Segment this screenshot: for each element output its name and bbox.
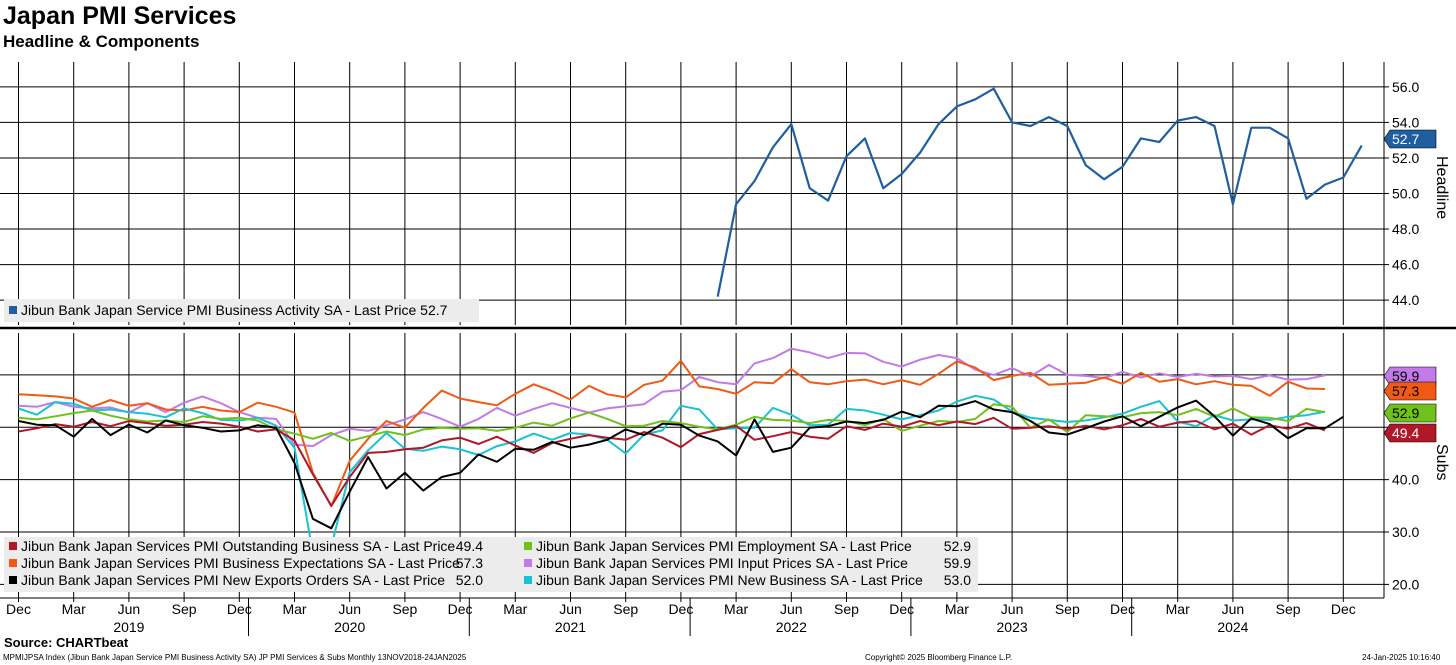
bottom-legend-text: Jibun Bank Japan Services PMI Input Pric… <box>536 555 908 571</box>
x-month-label: Mar <box>945 601 969 617</box>
employment-last-tag-text: 52.9 <box>1392 405 1419 421</box>
bottom-legend-text: Jibun Bank Japan Services PMI Business E… <box>21 555 460 571</box>
top-ytick-label: 54.0 <box>1392 114 1419 130</box>
top-ytick-label: 46.0 <box>1392 257 1419 273</box>
bottom-ytick-label: 30.0 <box>1392 524 1419 540</box>
bottom-legend-text: Jibun Bank Japan Services PMI New Export… <box>21 572 445 588</box>
bottom-legend-value: 52.9 <box>944 538 971 554</box>
x-month-label: Sep <box>172 601 197 617</box>
footer-copyright: Copyright© 2025 Bloomberg Finance L.P. <box>865 653 1013 662</box>
x-month-label: Dec <box>889 601 914 617</box>
x-month-label: Mar <box>62 601 86 617</box>
bottom-axis-title: Subs <box>1433 444 1450 480</box>
x-year-label: 2021 <box>555 619 586 635</box>
x-month-label: Dec <box>668 601 693 617</box>
x-month-label: Dec <box>1331 601 1356 617</box>
x-month-label: Mar <box>1166 601 1190 617</box>
last-value-tags: 52.7 59.957.3 52.9 49.4 <box>1383 129 1437 443</box>
bottom-ytick-label: 40.0 <box>1392 472 1419 488</box>
bottom-panel-series <box>18 347 1344 555</box>
x-month-label: Dec <box>1110 601 1135 617</box>
top-panel-grid <box>0 62 1384 325</box>
top-ytick-label: 44.0 <box>1392 292 1419 308</box>
bottom-legend-swatch <box>9 559 17 567</box>
top-ytick-label: 52.0 <box>1392 150 1419 166</box>
x-month-label: Sep <box>613 601 638 617</box>
bottom-legend-swatch <box>9 576 17 584</box>
top-ytick-label: 48.0 <box>1392 221 1419 237</box>
expectations-last-tag-box <box>1383 381 1437 401</box>
x-month-label: Sep <box>392 601 417 617</box>
bottom-legend-value: 52.0 <box>456 572 483 588</box>
x-year-label: 2022 <box>776 619 807 635</box>
bottom-legend-swatch <box>524 542 532 550</box>
bottom-legend-text: Jibun Bank Japan Services PMI New Busine… <box>536 572 923 588</box>
bottom-legend-value: 53.0 <box>944 572 971 588</box>
bottom-legend-swatch <box>524 559 532 567</box>
top-legend-text: Jibun Bank Japan Service PMI Business Ac… <box>21 302 448 318</box>
bottom-legend-text: Jibun Bank Japan Services PMI Employment… <box>536 538 912 554</box>
top-ytick-label: 56.0 <box>1392 79 1419 95</box>
outstanding-last-tag-text: 49.4 <box>1392 425 1419 441</box>
source-note: Source: CHARTbeat <box>4 635 129 650</box>
input-prices-last-tag-text: 59.9 <box>1392 368 1419 384</box>
headline-series-line <box>716 87 1363 297</box>
bottom-legend-value: 57.3 <box>456 555 483 571</box>
legends: Jibun Bank Japan Service PMI Business Ac… <box>4 299 978 592</box>
bottom-legend-swatch <box>9 542 17 550</box>
headline-last-tag-box <box>1383 129 1437 149</box>
bottom-legend-text: Jibun Bank Japan Services PMI Outstandin… <box>21 538 455 554</box>
bottom-ytick-label: 20.0 <box>1392 576 1419 592</box>
x-month-label: Jun <box>1222 601 1245 617</box>
subs-series-line <box>18 359 1325 508</box>
top-axis-title: Headline <box>1433 156 1450 219</box>
bottom-legend-value: 59.9 <box>944 555 971 571</box>
x-month-label: Sep <box>1276 601 1301 617</box>
x-month-label: Dec <box>448 601 473 617</box>
bottom-legend-value: 49.4 <box>456 538 483 554</box>
subs-series-line <box>18 347 1326 448</box>
headline-last-tag-text: 52.7 <box>1392 131 1419 147</box>
chart-title: Japan PMI Services <box>3 2 237 30</box>
x-year-label: 2019 <box>113 619 144 635</box>
bottom-legend-box <box>4 537 978 592</box>
x-year-label: 2023 <box>997 619 1028 635</box>
x-year-label: 2020 <box>334 619 365 635</box>
chart-subtitle: Headline & Components <box>3 32 200 51</box>
footer-timestamp: 24-Jan-2025 10:16:40 <box>1362 653 1441 662</box>
x-month-label: Sep <box>834 601 859 617</box>
top-ytick-label: 50.0 <box>1392 186 1419 202</box>
x-month-label: Mar <box>503 601 527 617</box>
x-month-label: Jun <box>338 601 361 617</box>
top-legend-swatch <box>9 306 17 314</box>
footer-index-description: MPMIJPSA Index (Jibun Bank Japan Service… <box>3 653 467 662</box>
subs-series-line <box>18 403 1326 442</box>
x-month-label: Jun <box>780 601 803 617</box>
expectations-last-tag-text: 57.3 <box>1392 383 1419 399</box>
x-month-label: Jun <box>1001 601 1024 617</box>
x-year-label: 2024 <box>1217 619 1248 635</box>
axes: 44.0 46.0 48.0 50.0 52.0 54.0 56.0 20.0 30.0 40.0… <box>0 62 1456 636</box>
x-month-label: Jun <box>559 601 582 617</box>
x-month-label: Dec <box>6 601 31 617</box>
subs-series-line <box>18 416 1326 507</box>
x-month-label: Mar <box>724 601 748 617</box>
outstanding-last-tag-box <box>1383 423 1437 443</box>
bottom-legend-swatch <box>524 576 532 584</box>
top-legend-box <box>4 299 479 322</box>
x-month-label: Dec <box>227 601 252 617</box>
x-month-label: Mar <box>282 601 306 617</box>
top-panel-series <box>716 87 1363 297</box>
x-month-label: Sep <box>1055 601 1080 617</box>
employment-last-tag-box <box>1383 403 1437 423</box>
subs-series-line <box>18 399 1344 530</box>
x-month-label: Jun <box>118 601 141 617</box>
chart-canvas: 44.0 46.0 48.0 50.0 52.0 54.0 56.0 20.0 30.0 40.0… <box>0 62 1456 636</box>
